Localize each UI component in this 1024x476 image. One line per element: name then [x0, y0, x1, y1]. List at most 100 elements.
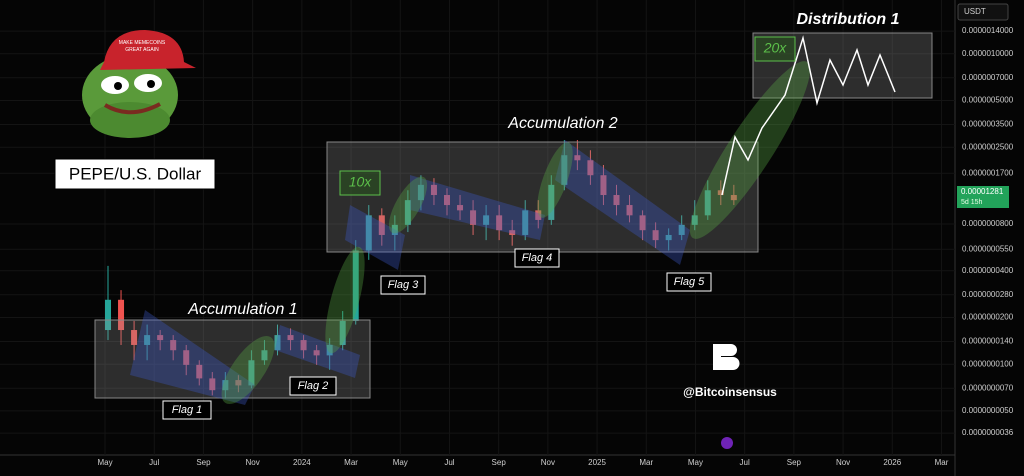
y-tick-label: 0.0000010000 [962, 49, 1014, 58]
candle-body [443, 195, 450, 206]
price-tag [957, 186, 1009, 208]
y-tick-label: 0.0000007000 [962, 73, 1014, 82]
x-tick-label: 2024 [293, 458, 311, 467]
candle-body [144, 335, 151, 345]
candle-body [561, 155, 568, 185]
candle-body [196, 364, 203, 379]
x-tick-label: Sep [787, 458, 802, 467]
y-tick-label: 0.0000000140 [962, 337, 1014, 346]
label-box [162, 400, 212, 420]
x-tick-label: May [688, 458, 703, 467]
label-box [666, 272, 712, 292]
candle-body [522, 210, 529, 235]
y-tick-label: 0.0000000200 [962, 313, 1014, 322]
candle-body [378, 215, 385, 235]
flag-channel [555, 140, 690, 265]
annotation: Accumulation 1 [187, 301, 297, 318]
y-tick-label: 0.0000014000 [962, 26, 1014, 35]
candle-body [235, 380, 242, 386]
flag-channel [410, 175, 545, 240]
mascot-hat [100, 30, 196, 70]
candle-body [639, 215, 646, 231]
flag-label: Flag 3 [388, 279, 419, 291]
drawings: MAKE MEMECOINS GREAT AGAIN USDT 0.000012… [54, 3, 1009, 449]
logo [721, 344, 740, 370]
candle-body [574, 155, 581, 161]
currency-box [957, 3, 1009, 21]
watermark: @Bitcoinsensus [683, 385, 777, 399]
title-box [54, 158, 216, 190]
candle-body [365, 215, 372, 251]
x-tick-label: Sep [196, 458, 211, 467]
x-tick-label: 2026 [883, 458, 901, 467]
candle-body [404, 200, 411, 225]
label-box [289, 376, 337, 396]
y-tick-label: 0.0000000280 [962, 290, 1014, 299]
candle-body [183, 350, 190, 365]
multiplier: 10x [349, 174, 373, 190]
flag-label: Flag 2 [298, 380, 329, 392]
y-tick-label: 0.0000000050 [962, 406, 1014, 415]
x-tick-label: May [97, 458, 112, 467]
mascot-mouth [103, 102, 161, 115]
y-tick-label: 0.0000000100 [962, 359, 1014, 368]
flag-channel [130, 310, 255, 405]
label-box [339, 170, 381, 196]
candle-body [678, 224, 685, 235]
candle-body [352, 250, 359, 321]
candle-body [600, 175, 607, 196]
candle-body [535, 210, 542, 220]
countdown: 5d 15h [961, 199, 983, 206]
impulse-ellipse [388, 176, 428, 234]
candle-body [483, 215, 490, 225]
candle-body [261, 350, 268, 361]
candle-body [470, 210, 477, 225]
x-tick-label: 2025 [588, 458, 606, 467]
candle-body [417, 184, 424, 201]
candle-body [626, 205, 633, 216]
x-tick-label: Nov [246, 458, 260, 467]
y-tick-label: 0.0000000400 [962, 266, 1014, 275]
watermark-icon [721, 437, 733, 449]
candle-body [118, 299, 125, 331]
candle-body [730, 195, 737, 201]
candle-body [548, 184, 555, 220]
annotation: Distribution 1 [796, 11, 899, 28]
candle-body [339, 320, 346, 345]
mascot [90, 102, 170, 138]
candle-body [717, 190, 724, 196]
x-tick-label: Nov [836, 458, 850, 467]
chart-title: PEPE/U.S. Dollar [69, 164, 202, 183]
candle-body [326, 344, 333, 356]
y-tick-label: 0.0000005000 [962, 96, 1014, 105]
hat-text: GREAT AGAIN [125, 47, 159, 53]
impulse-ellipse [325, 246, 365, 354]
candle-body [613, 195, 620, 206]
candle-body [391, 224, 398, 235]
candle-body [665, 234, 672, 241]
candle-body [274, 335, 281, 351]
x-tick-label: Mar [639, 458, 653, 467]
flag-label: Flag 4 [522, 252, 553, 264]
x-tick-label: Jul [149, 458, 159, 467]
candle-body [430, 184, 437, 196]
candle-body [496, 215, 503, 231]
x-tick-label: Mar [344, 458, 358, 467]
range-box [326, 141, 759, 253]
flag-channel [345, 205, 405, 270]
annotation: Accumulation 2 [507, 115, 617, 132]
label-box [380, 275, 426, 295]
y-tick-label: 0.0000000550 [962, 244, 1014, 253]
y-tick-label: 0.0000001700 [962, 168, 1014, 177]
candle-body [652, 230, 659, 241]
label-box [754, 36, 796, 62]
impulse-ellipse [221, 335, 275, 405]
candle-body [104, 299, 111, 331]
hat-text: MAKE MEMECOINS [119, 40, 166, 46]
x-tick-label: Jul [740, 458, 750, 467]
candle-body [248, 360, 255, 386]
candle-body [691, 215, 698, 225]
logo [713, 344, 721, 370]
y-tick-label: 0.0000003500 [962, 120, 1014, 129]
